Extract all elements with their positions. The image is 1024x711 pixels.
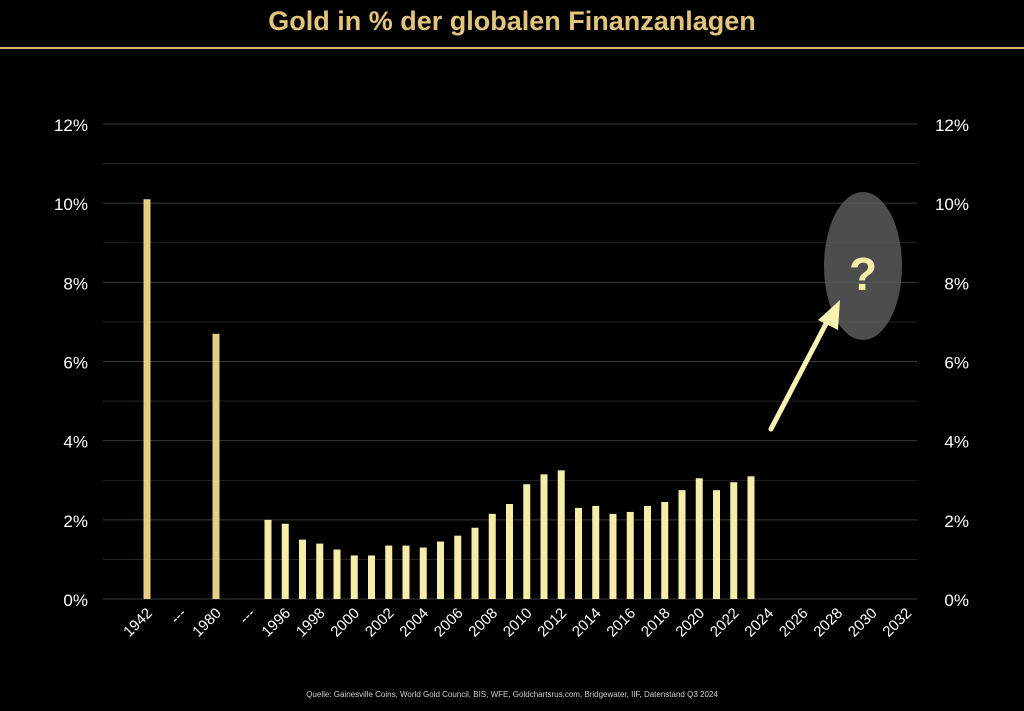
bar-2006 <box>454 535 462 599</box>
x-tick-label: 2010 <box>500 605 536 641</box>
y-tick-label-right: 8% <box>944 274 969 293</box>
bar-1999 <box>333 549 341 599</box>
title-divider <box>0 47 1024 49</box>
x-tick-label: 2014 <box>569 605 605 641</box>
source-note: Quelle: Gainesville Coins, World Gold Co… <box>306 690 718 699</box>
grid-lines <box>103 123 917 600</box>
y-tick-label-right: 12% <box>935 116 969 135</box>
y-tick-label-left: 4% <box>63 433 88 452</box>
x-tick-label: 1980 <box>189 605 225 641</box>
y-tick-label-right: 0% <box>944 591 969 610</box>
bar-2009 <box>506 504 513 599</box>
bar-2005 <box>437 541 444 599</box>
x-tick-label: 2016 <box>603 605 639 641</box>
bar-2007 <box>471 527 479 599</box>
bar-2011 <box>540 474 548 599</box>
x-tick-label: 2012 <box>534 605 570 641</box>
y-tick-label-left: 8% <box>63 274 88 293</box>
y-tick-label-left: 6% <box>63 354 88 373</box>
y-tick-label-left: 2% <box>63 512 88 531</box>
x-tick-label: 1998 <box>293 605 329 641</box>
bar-2004 <box>419 547 427 599</box>
x-axis: 1942 --- 1980 --- 19961998200020022004200620… <box>120 605 915 641</box>
bars <box>143 199 755 600</box>
x-tick-label: 2020 <box>672 605 708 641</box>
x-tick-label: 2032 <box>879 605 915 641</box>
bar-2000 <box>350 555 358 599</box>
bar-1998 <box>316 543 324 599</box>
bar-2014 <box>592 505 600 599</box>
bar-1980 <box>212 333 220 599</box>
x-tick-label: 1996 <box>258 605 294 641</box>
x-tick-label: 2002 <box>362 605 398 641</box>
x-tick-label: 2006 <box>431 605 467 641</box>
bar-2022 <box>730 482 738 599</box>
x-tick-label: 2018 <box>638 605 674 641</box>
x-tick-label: 2000 <box>327 605 363 641</box>
y-tick-label-left: 10% <box>54 195 88 214</box>
bar-2016 <box>626 511 634 599</box>
question-mark: ? <box>849 248 877 300</box>
bar-2008 <box>488 513 496 599</box>
y-tick-label-right: 4% <box>944 433 969 452</box>
bar-2013 <box>575 507 582 599</box>
x-tick-label: 1942 <box>120 605 156 641</box>
trend-arrow <box>768 315 832 432</box>
bar-2021 <box>713 490 720 599</box>
x-tick-label: 2022 <box>707 605 743 641</box>
bar-2010 <box>523 484 531 599</box>
bar-1942 <box>143 199 151 600</box>
x-tick-label: --- <box>236 605 259 628</box>
y-tick-label-right: 6% <box>944 354 969 373</box>
bar-1996 <box>281 523 289 599</box>
bar-2023 <box>747 476 755 599</box>
question-ellipse <box>824 192 902 340</box>
x-tick-label: 2026 <box>776 605 812 641</box>
y-tick-label-right: 2% <box>944 512 969 531</box>
bar-2017 <box>644 505 651 599</box>
x-tick-label: --- <box>167 605 190 628</box>
bar-1995 <box>264 519 272 599</box>
x-tick-label: 2024 <box>741 605 777 641</box>
bar-2012 <box>557 470 565 599</box>
y-axis-right: 0% 2% 4% 6% 8% 10% 12% <box>935 116 969 610</box>
bar-2018 <box>661 502 669 599</box>
bar-1997 <box>299 539 306 599</box>
bar-2015 <box>609 513 617 599</box>
bar-2003 <box>402 545 410 599</box>
x-tick-label: 2030 <box>845 605 881 641</box>
y-tick-label-left: 0% <box>63 591 88 610</box>
bar-2019 <box>678 490 686 599</box>
chart-title: Gold in % der globalen Finanzanlagen <box>268 6 756 36</box>
x-tick-label: 2004 <box>396 605 432 641</box>
bar-2001 <box>368 555 375 599</box>
y-axis-left: 0% 2% 4% 6% 8% 10% 12% <box>54 116 88 610</box>
x-tick-label: 2028 <box>810 605 846 641</box>
y-tick-label-right: 10% <box>935 195 969 214</box>
trend-arrow-head <box>818 300 840 330</box>
x-tick-label: 2008 <box>465 605 501 641</box>
y-tick-label-left: 12% <box>54 116 88 135</box>
annotation: ? <box>768 192 902 432</box>
bar-2020 <box>695 478 703 599</box>
bar-2002 <box>385 545 393 599</box>
